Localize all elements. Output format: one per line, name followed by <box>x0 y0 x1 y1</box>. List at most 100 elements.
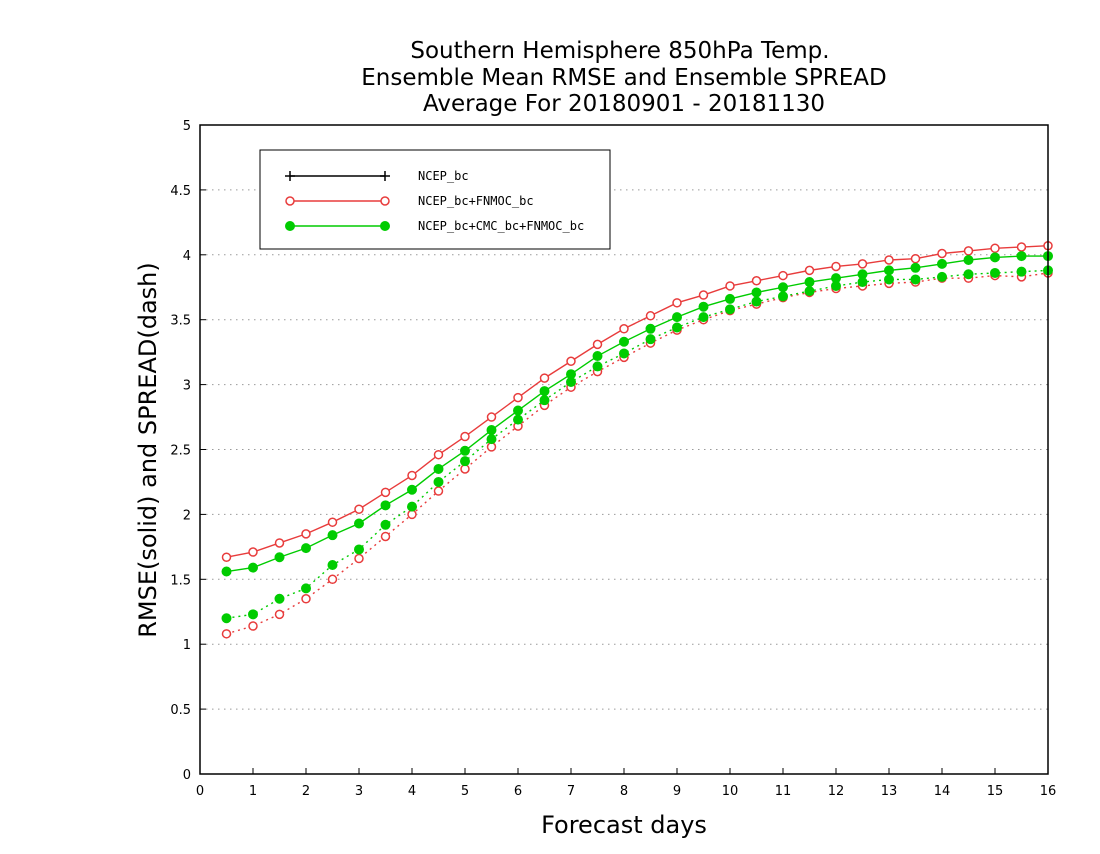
series-1-rmse-point-9 <box>460 431 470 442</box>
series-1-spread-point-0 <box>221 629 232 639</box>
series-1-spread-point-3 <box>301 594 311 604</box>
title-line-3: Average For 20180901 - 20181130 <box>423 91 825 117</box>
legend-label-1: NCEP_bc+FNMOC_bc <box>418 194 534 208</box>
series-1-rmse-point-8 <box>433 449 444 460</box>
series-2-rmse-point-2 <box>274 552 285 563</box>
x-tick-label-14: 14 <box>934 784 951 799</box>
series-2-rmse-point-26 <box>910 262 921 273</box>
y-tick-label-4: 2 <box>183 508 191 523</box>
y-tick-label-2: 1 <box>183 638 191 653</box>
series-2-spread-point-28 <box>963 269 974 280</box>
series-1-rmse-point-23 <box>831 261 841 272</box>
series-2-rmse-point-10 <box>486 425 497 436</box>
series-2-rmse-point-24 <box>857 269 868 280</box>
series-1-rmse-point-21 <box>778 270 788 281</box>
series-1-rmse-point-13 <box>566 356 576 366</box>
series-2-rmse-point-6 <box>380 500 391 511</box>
series-2-spread-point-5 <box>354 544 364 555</box>
series-2-spread-point-2 <box>274 593 285 604</box>
series-1-rmse-point-6 <box>380 487 391 498</box>
series-2-rmse-point-25 <box>884 265 894 276</box>
y-tick-label-5: 2.5 <box>170 444 191 459</box>
x-tick-label-6: 6 <box>514 784 522 799</box>
legend-marker-left-2 <box>285 221 295 231</box>
series-2-rmse-point-27 <box>937 258 947 269</box>
legend: NCEP_bc NCEP_bc+FNMOC_bc NCEP_bc+CMC_bc+FN… <box>259 149 611 250</box>
series-1-rmse-point-19 <box>725 281 735 291</box>
x-tick-label-15: 15 <box>987 784 1004 799</box>
x-tick-label-5: 5 <box>461 784 469 799</box>
series-1-rmse-point-2 <box>274 538 285 548</box>
series-2-rmse-point-22 <box>804 277 815 288</box>
series-1-rmse-point-25 <box>884 255 894 265</box>
series-1-spread-point-4 <box>327 574 338 585</box>
series-2-spread-point-3 <box>301 583 311 594</box>
y-axis-title: RMSE(solid) and SPREAD(dash) <box>134 262 162 638</box>
series-2-rmse-point-18 <box>698 301 709 312</box>
chart-title: Southern Hemisphere 850hPa Temp. Ensembl… <box>361 38 886 117</box>
series-2-spread-point-14 <box>592 361 603 372</box>
series-2-spread-point-21 <box>778 291 788 302</box>
series-2-spread-point-4 <box>327 560 338 571</box>
legend-marker-right-0 <box>380 171 390 181</box>
series-2-spread-point-12 <box>539 395 550 406</box>
series-2-rmse-point-21 <box>778 282 788 293</box>
series-1-rmse-point-11 <box>513 392 523 403</box>
legend-marker-left-1 <box>285 196 295 206</box>
series-2-rmse-point-11 <box>513 405 523 416</box>
series-2-spread-point-1 <box>248 609 258 620</box>
series-1-rmse-point-10 <box>486 412 497 422</box>
series-1-rmse-point-17 <box>672 298 682 308</box>
series-2-rmse-point-0 <box>221 566 232 577</box>
x-tick-label-1: 1 <box>249 784 257 799</box>
series-2-spread-point-15 <box>619 348 629 359</box>
x-tick-label-9: 9 <box>673 784 681 799</box>
series-2-rmse-point-20 <box>751 287 762 298</box>
series-2-rmse-point-3 <box>301 543 311 554</box>
series-2-spread-point-27 <box>937 271 947 282</box>
series-2-spread-point-16 <box>645 334 656 345</box>
y-tick-label-7: 3.5 <box>170 314 191 329</box>
x-tick-label-2: 2 <box>302 784 310 799</box>
title-line-1: Southern Hemisphere 850hPa Temp. <box>410 38 829 64</box>
y-tick-label-0: 0 <box>183 768 191 783</box>
series-2-spread-point-18 <box>698 312 709 323</box>
y-tick-label-3: 1.5 <box>170 573 191 588</box>
series-1-rmse-point-24 <box>857 259 868 269</box>
y-axis: 0 0.5 1 1.5 2 2.5 3 3.5 4 4.5 5 <box>170 119 206 783</box>
series-2 <box>221 251 1053 624</box>
x-tick-label-16: 16 <box>1040 784 1057 799</box>
y-tick-label-10: 5 <box>183 119 191 134</box>
series-2-rmse-point-16 <box>645 323 656 334</box>
series-1-rmse-point-30 <box>1016 242 1027 252</box>
series-1-spread-point-1 <box>248 621 258 631</box>
title-line-2: Ensemble Mean RMSE and Ensemble SPREAD <box>361 65 886 91</box>
series-2-rmse-point-15 <box>619 336 629 347</box>
series-layer <box>221 240 1053 639</box>
series-2-rmse-point-29 <box>990 252 1000 263</box>
series-2-rmse-point-1 <box>248 562 258 573</box>
x-tick-label-10: 10 <box>722 784 739 799</box>
series-2-spread-point-6 <box>380 519 391 530</box>
series-1-rmse-point-27 <box>937 248 947 259</box>
series-1-rmse-point-1 <box>248 547 258 557</box>
legend-label-0: NCEP_bc <box>418 169 469 183</box>
series-2-rmse-point-28 <box>963 254 974 265</box>
x-tick-label-11: 11 <box>775 784 792 799</box>
series-2-spread-point-26 <box>910 274 921 285</box>
series-2-rmse-point-30 <box>1016 251 1027 262</box>
legend-marker-left-0 <box>285 171 295 181</box>
series-2-rmse-point-17 <box>672 312 682 323</box>
series-1-spread-point-8 <box>433 486 444 496</box>
series-1-rmse-point-14 <box>592 339 603 350</box>
series-1-rmse-point-28 <box>963 246 974 256</box>
series-2-rmse-point-19 <box>725 293 735 304</box>
legend-label-2: NCEP_bc+CMC_bc+FNMOC_bc <box>418 219 584 233</box>
x-tick-label-7: 7 <box>567 784 575 799</box>
series-2-rmse-point-9 <box>460 445 470 456</box>
series-1-spread-point-5 <box>354 553 364 564</box>
series-2-spread-point-20 <box>751 296 762 307</box>
series-2-spread-point-8 <box>433 476 444 487</box>
